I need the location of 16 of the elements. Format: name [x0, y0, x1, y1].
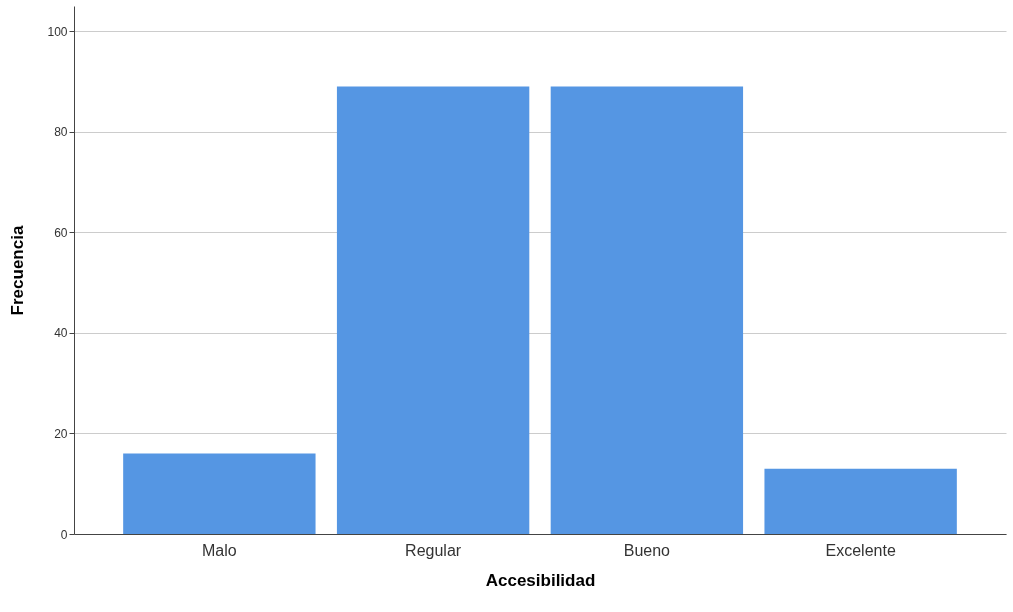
- x-tick-label: Excelente: [825, 541, 896, 559]
- y-tick-label: 80: [54, 125, 68, 140]
- y-tick-label: 0: [60, 527, 68, 542]
- y-tick-label: 100: [47, 24, 68, 39]
- bar: [336, 86, 530, 534]
- bar: [764, 468, 957, 534]
- x-tick-label: Regular: [405, 541, 462, 559]
- bar: [123, 453, 316, 534]
- y-axis-title: Frecuencia: [8, 225, 28, 316]
- x-axis-title: Accesibilidad: [485, 570, 596, 590]
- y-tick-label: 60: [54, 225, 68, 240]
- y-tick-label: 40: [54, 326, 68, 341]
- y-tick-label: 20: [54, 426, 68, 441]
- x-tick-label: Bueno: [623, 541, 671, 559]
- bar: [550, 86, 744, 534]
- x-tick-label: Malo: [202, 541, 237, 559]
